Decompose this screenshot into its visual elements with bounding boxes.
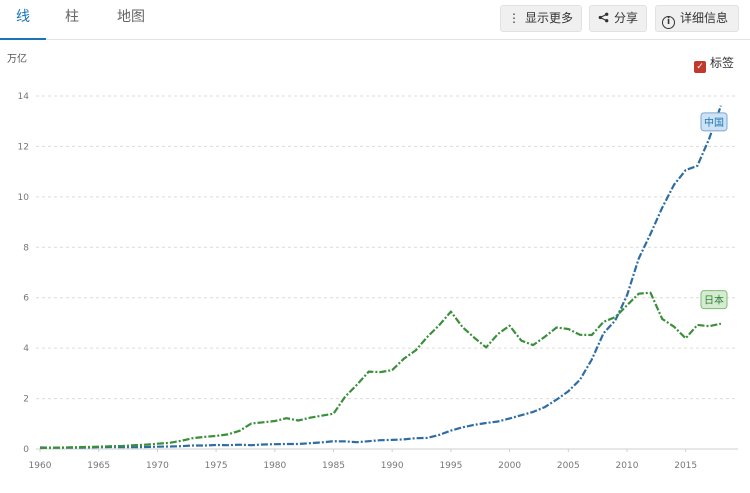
share-button[interactable]: 分享 [589, 5, 647, 32]
share-icon [596, 6, 610, 31]
x-tick-label: 1965 [87, 461, 110, 471]
y-axis-unit: 万亿 [7, 54, 27, 65]
y-tick-label: 0 [23, 445, 29, 455]
x-tick-label: 2010 [616, 461, 639, 471]
series-tag-label: 中国 [704, 116, 724, 129]
tab-map[interactable]: 地图 [117, 9, 145, 25]
series-line-china [39, 105, 722, 449]
series-tag-label: 日本 [704, 294, 724, 307]
vertical-dots-icon: ⋮ [508, 11, 520, 25]
x-tick-label: 2015 [674, 461, 697, 471]
x-tick-label: 1960 [29, 461, 52, 471]
y-tick-label: 12 [18, 142, 29, 152]
show-more-label: 显示更多 [525, 11, 574, 25]
series-line-japan [39, 291, 722, 450]
details-button[interactable]: i 详细信息 [655, 5, 739, 32]
tab-bar: 线 柱 地图 ⋮ 显示更多 分享 i 详细信息 [0, 0, 750, 40]
series-tag-box [700, 112, 728, 132]
y-tick-label: 2 [23, 395, 29, 405]
share-label: 分享 [614, 11, 639, 25]
y-tick-label: 14 [18, 92, 30, 102]
label-toggle-text: 标签 [710, 56, 735, 70]
details-label: 详细信息 [680, 11, 729, 25]
y-tick-label: 8 [23, 243, 29, 253]
tab-line[interactable]: 线 [0, 0, 46, 40]
y-tick-label: 10 [18, 193, 30, 203]
show-more-button[interactable]: ⋮ 显示更多 [500, 5, 582, 32]
y-tick-label: 6 [23, 294, 29, 304]
x-tick-label: 1990 [381, 461, 404, 471]
x-tick-label: 1995 [439, 461, 462, 471]
label-toggle[interactable]: ✓ 标签 [694, 54, 734, 73]
x-tick-label: 1975 [205, 461, 228, 471]
x-tick-label: 2000 [498, 461, 521, 471]
x-tick-label: 1970 [146, 461, 169, 471]
tab-bar-chart[interactable]: 柱 [65, 9, 79, 25]
x-tick-label: 1985 [322, 461, 345, 471]
x-tick-label: 1980 [263, 461, 286, 471]
series-tag-box [700, 290, 728, 310]
x-tick-label: 2005 [557, 461, 580, 471]
y-tick-label: 4 [23, 344, 29, 354]
checkbox-checked-icon: ✓ [694, 61, 706, 73]
info-icon: i [662, 16, 675, 29]
